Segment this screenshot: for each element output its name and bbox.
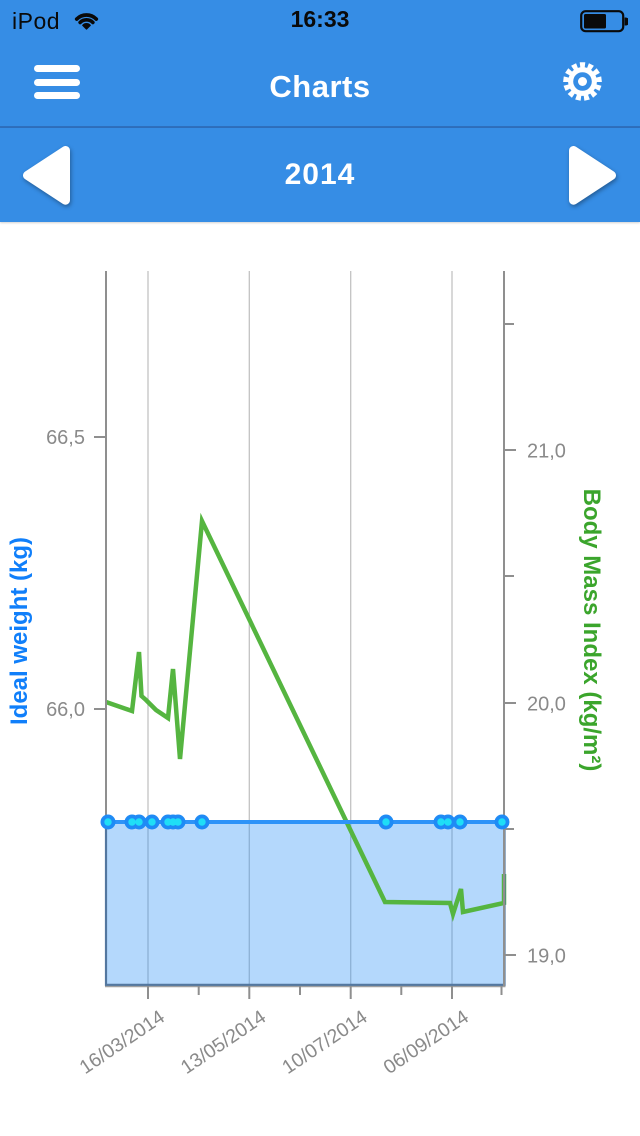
svg-text:Body Mass Index (kg/m²): Body Mass Index (kg/m²) (578, 489, 605, 772)
svg-text:66,0: 66,0 (46, 699, 85, 721)
svg-text:21,0: 21,0 (527, 441, 566, 463)
svg-text:13/05/2014: 13/05/2014 (177, 1006, 270, 1079)
svg-text:20,0: 20,0 (527, 694, 566, 716)
svg-text:10/07/2014: 10/07/2014 (278, 1006, 371, 1079)
svg-text:Ideal weight (kg): Ideal weight (kg) (6, 537, 33, 725)
svg-text:66,5: 66,5 (46, 427, 85, 449)
svg-text:16/03/2014: 16/03/2014 (76, 1006, 169, 1079)
svg-text:06/09/2014: 06/09/2014 (380, 1006, 473, 1079)
svg-text:19,0: 19,0 (527, 946, 566, 968)
